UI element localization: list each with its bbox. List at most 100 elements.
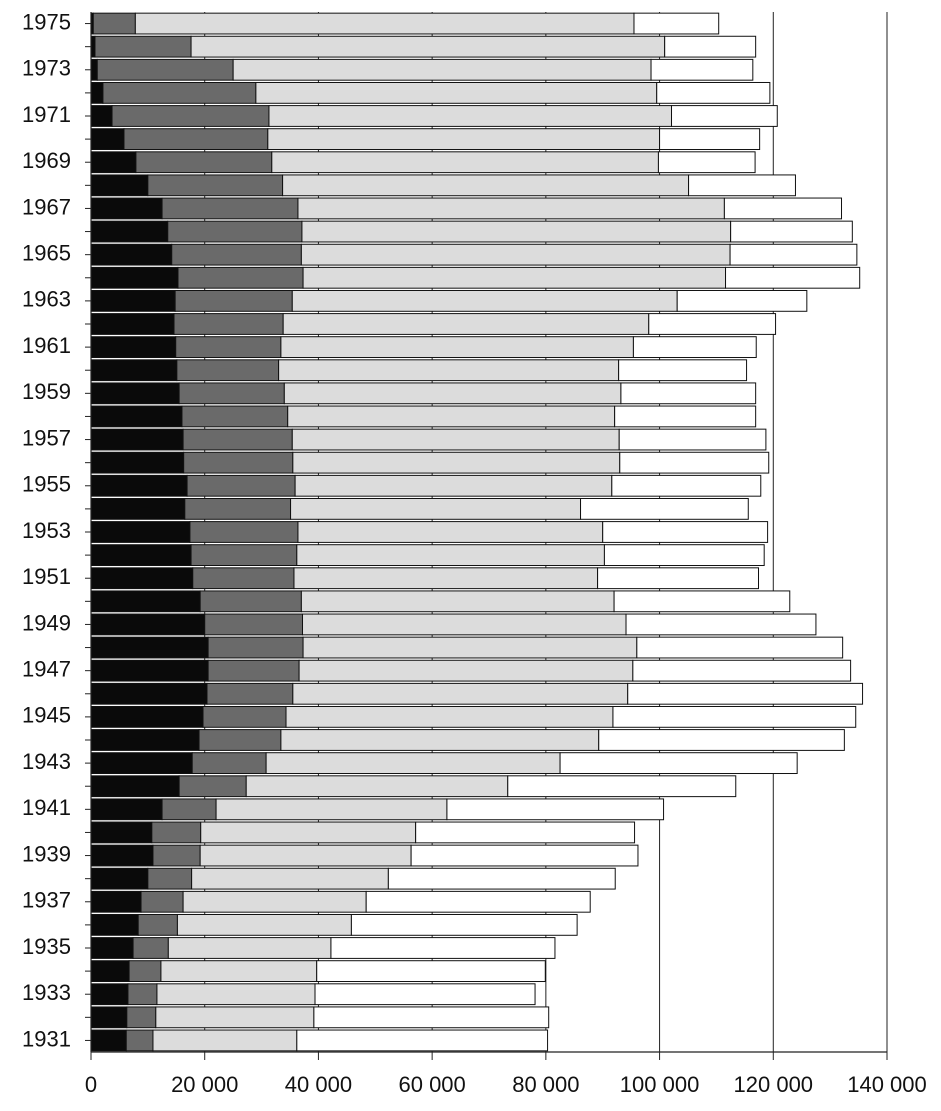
bar-segment [90, 821, 153, 844]
x-tick-label: 100 000 [620, 1072, 700, 1097]
bar-segment [135, 151, 273, 174]
x-tick-label: 20 000 [171, 1072, 238, 1097]
bar-segment [602, 521, 769, 543]
bar-segment [507, 775, 737, 798]
y-tick-label: 1975 [22, 9, 71, 34]
bar-segment [90, 937, 134, 959]
bar-segment [90, 1029, 127, 1052]
bar-segment [147, 867, 193, 890]
bar-segment [90, 197, 163, 220]
bar-segment [90, 544, 192, 567]
bar-segment [192, 567, 295, 590]
bar-segment [300, 590, 615, 613]
bar-segment [90, 428, 184, 451]
bar-segment [688, 174, 796, 197]
bar-segment [619, 451, 770, 474]
bar-segment [140, 890, 184, 913]
bar-segment [137, 913, 178, 936]
bar-segment [123, 128, 269, 151]
bar-segment [134, 12, 635, 35]
bar-segment [632, 659, 852, 682]
bar-segment [90, 659, 209, 682]
y-tick-label: 1945 [22, 703, 71, 728]
bar-segment [300, 243, 731, 266]
bar-segment [175, 336, 282, 359]
bar-segment [603, 544, 765, 567]
bar-segment [659, 128, 761, 151]
bar-segment [387, 867, 616, 890]
bar-segment [90, 451, 185, 474]
bar-segment [618, 428, 767, 451]
bar-segment [90, 983, 129, 1006]
bar-segment [204, 613, 304, 636]
x-tick-label: 80 000 [512, 1072, 579, 1097]
bar-segment [90, 682, 208, 705]
bar-segment [291, 289, 678, 312]
bar-segment [282, 174, 690, 197]
bar-segment [90, 705, 204, 728]
bar-segment [182, 428, 293, 451]
bar-segment [125, 1029, 154, 1052]
bar-segment [90, 336, 177, 359]
bar-segment [671, 105, 778, 127]
bar-segment [156, 983, 316, 1006]
bar-segment [280, 336, 634, 359]
bar-segment [313, 1006, 550, 1029]
bar-segment [184, 497, 292, 520]
bar-segment [90, 521, 191, 543]
bar-segment [296, 1029, 549, 1052]
bar-segment [657, 151, 756, 174]
bar-segment [271, 151, 659, 174]
bar-segment [167, 937, 332, 959]
x-tick-label: 120 000 [734, 1072, 814, 1097]
y-tick-label: 1957 [22, 425, 71, 450]
bar-segment [627, 682, 864, 705]
bar-segment [90, 58, 98, 81]
bar-segment [173, 313, 284, 335]
bar-segment [296, 544, 605, 567]
x-tick-label: 140 000 [847, 1072, 927, 1097]
bar-segment [90, 81, 104, 104]
bar-segment [664, 35, 757, 58]
bar-segment [559, 752, 798, 775]
bar-segment [90, 613, 206, 636]
bar-segment [183, 451, 294, 474]
bar-segment [190, 35, 666, 58]
y-tick-label: 1947 [22, 656, 71, 681]
bar-segment [598, 729, 845, 751]
bar-segment [152, 844, 201, 867]
bar-segment [297, 521, 604, 543]
bar-segment [90, 151, 137, 174]
bar-segment [90, 636, 209, 659]
bar-segment [198, 729, 282, 751]
bar-segment [90, 890, 142, 913]
bar-segment [268, 105, 673, 127]
bar-segment [215, 798, 448, 821]
bar-segment [350, 913, 578, 936]
y-tick-label: 1939 [22, 841, 71, 866]
bar-segment [90, 775, 180, 798]
bar-segment [152, 1029, 298, 1052]
bar-segment [207, 636, 304, 659]
bar-segment [90, 128, 125, 151]
bar-segment [161, 798, 217, 821]
bar-segment [636, 636, 844, 659]
bar-segment [128, 960, 162, 983]
bar-segment [255, 81, 658, 104]
bar-segment [90, 729, 200, 751]
bar-segment [723, 197, 843, 220]
bar-segment [190, 544, 298, 567]
bar-segment [174, 289, 293, 312]
bar-segment [292, 682, 629, 705]
bar-segment [297, 197, 725, 220]
bar-segment [611, 474, 762, 497]
bar-segment [725, 266, 861, 289]
bar-segment [730, 220, 853, 243]
bar-segment [614, 405, 757, 428]
y-tick-label: 1933 [22, 980, 71, 1005]
y-tick-label: 1949 [22, 610, 71, 635]
y-tick-label: 1973 [22, 56, 71, 81]
bar-segment [90, 405, 183, 428]
bar-segment [415, 821, 636, 844]
bar-segment [176, 359, 280, 382]
